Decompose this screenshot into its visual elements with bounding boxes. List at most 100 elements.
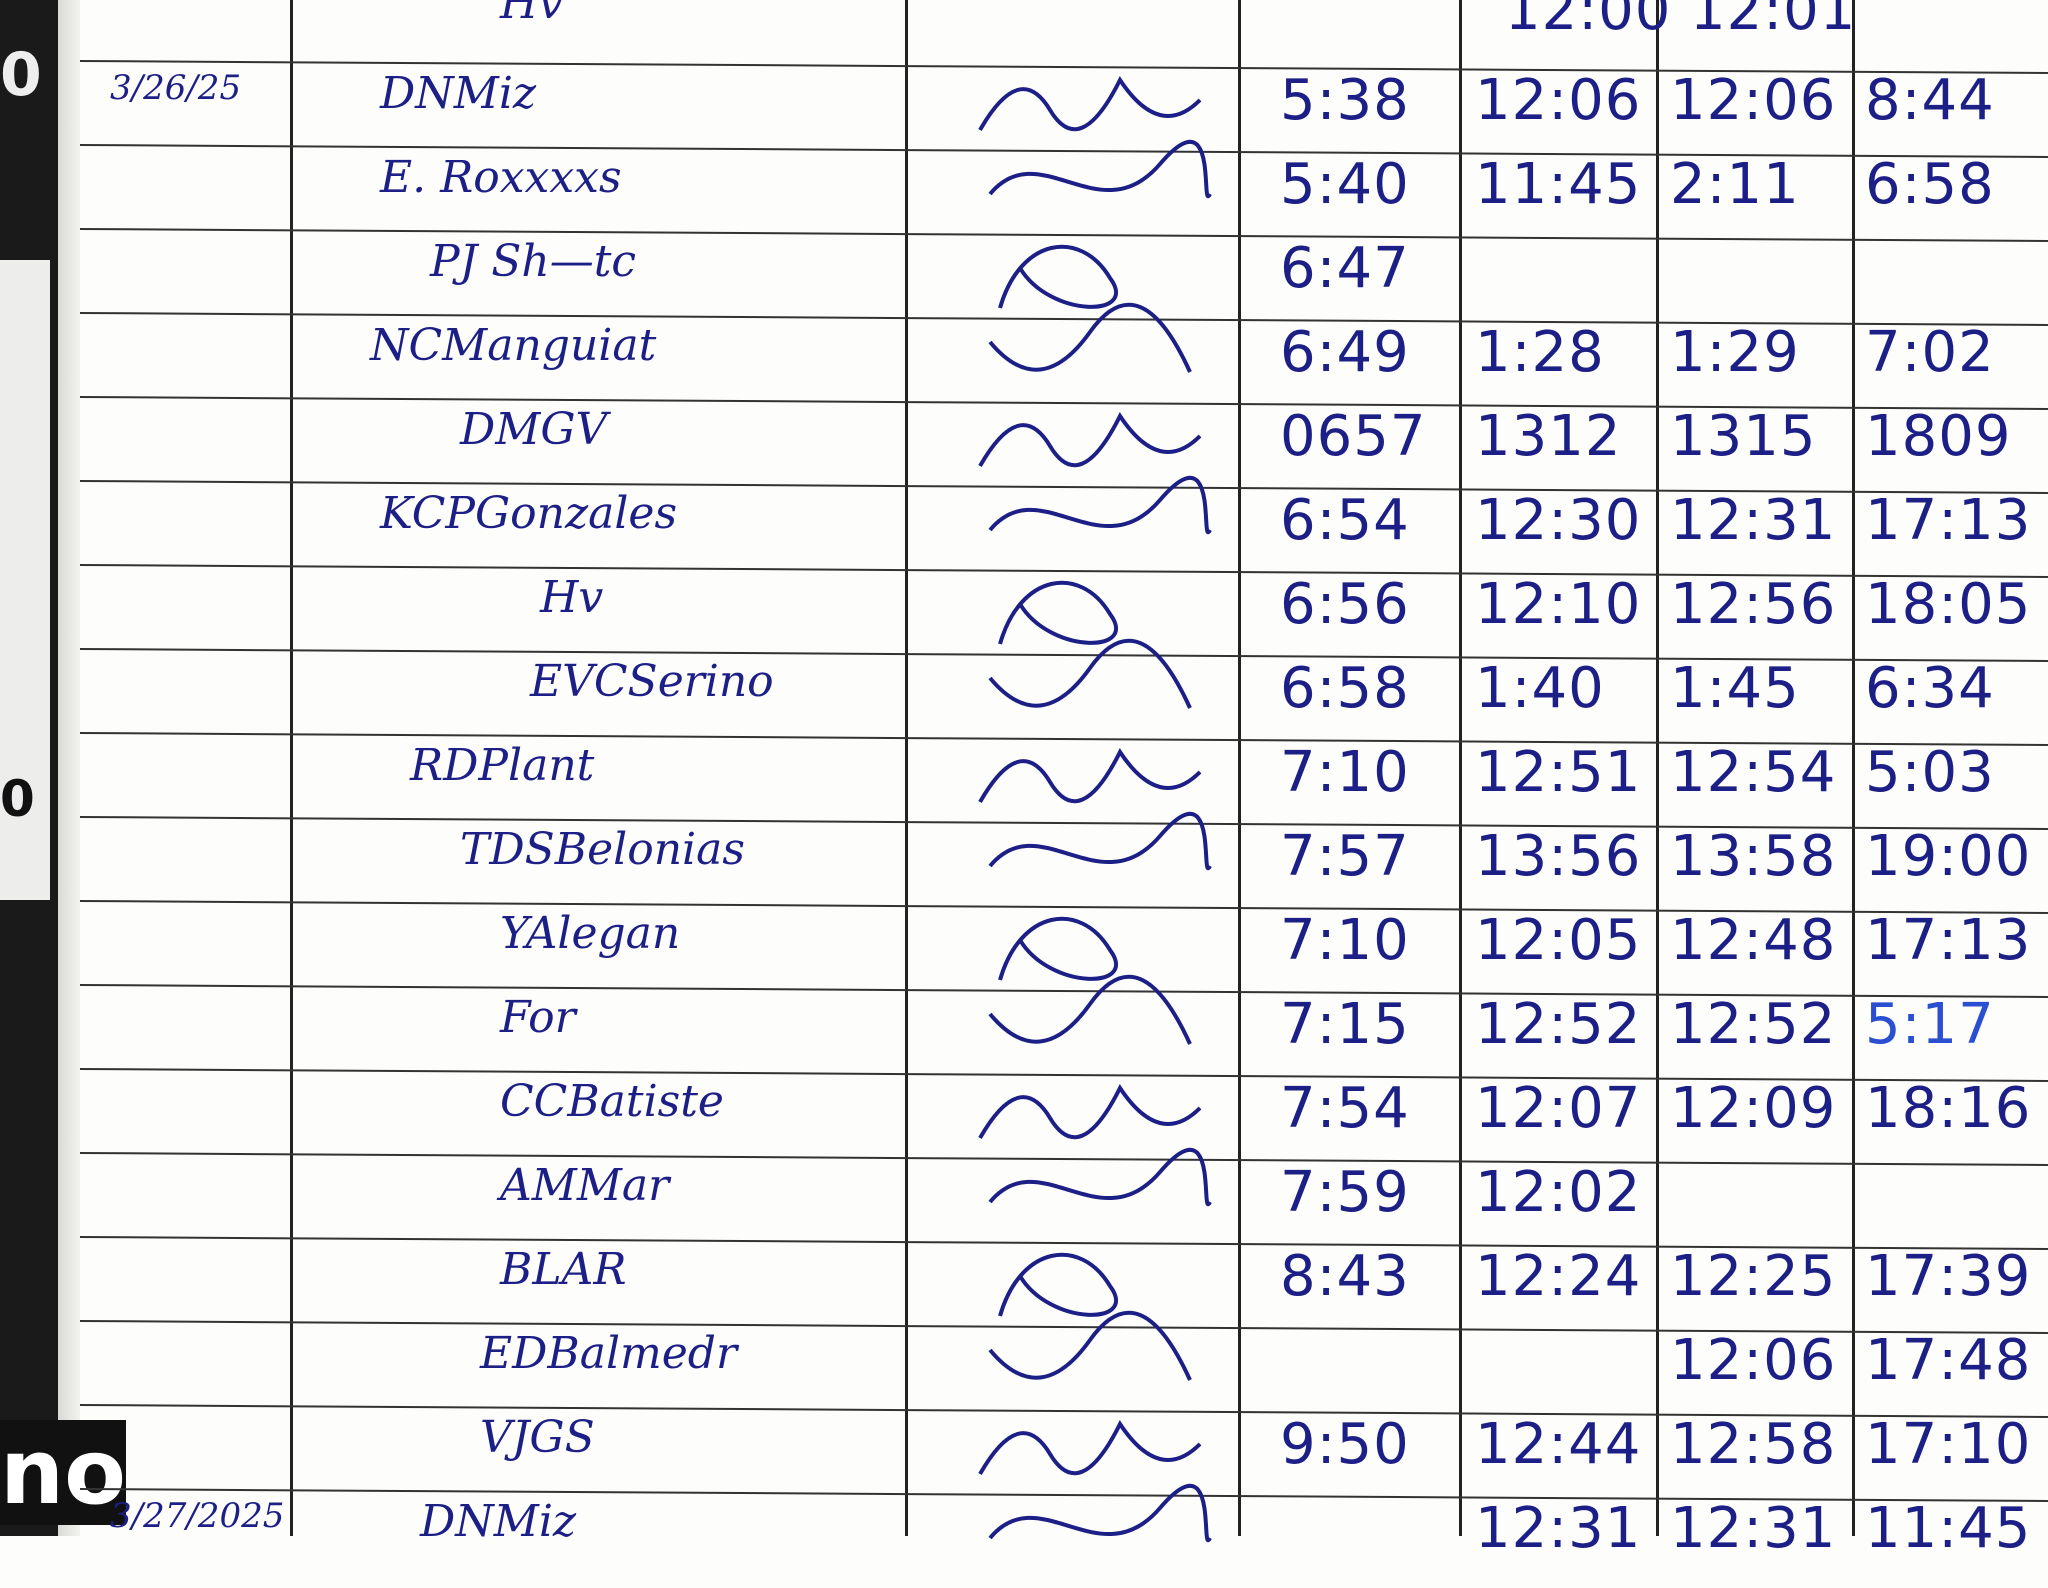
log-row: Hv 6:56 12:10 12:56 18:05 (80, 564, 2048, 648)
employee-name: EVCSerino (530, 656, 774, 707)
signature-stroke (988, 974, 1192, 1045)
lunch-out-time: 11:45 (1475, 152, 1642, 217)
lunch-out-time: 12:44 (1475, 1412, 1642, 1477)
signature-icon (988, 139, 1212, 199)
time-in: 6:54 (1280, 488, 1410, 553)
signature-stroke (988, 1483, 1212, 1543)
signature-icon (988, 638, 1192, 709)
signature-stroke (978, 1084, 1202, 1140)
time-in: 0657 (1280, 404, 1427, 469)
time-out: 18:05 (1865, 572, 2032, 637)
signature-icon (988, 475, 1212, 535)
signature-icon (998, 580, 1118, 645)
log-row: CCBatiste 7:54 12:07 12:09 18:16 (80, 1068, 2048, 1152)
lunch-in-time: 13:58 (1670, 824, 1837, 889)
employee-name: DNMiz (420, 1496, 577, 1547)
lunch-in-time: 12:31 (1670, 1496, 1837, 1561)
time-out: 18:16 (1865, 1076, 2032, 1141)
lunch-in-time: 2:11 (1670, 152, 1800, 217)
signature-stroke (988, 1147, 1212, 1207)
lunch-out-time: 12:06 (1475, 68, 1642, 133)
time-out: 17:13 (1865, 488, 2032, 553)
log-row: EVCSerino 6:58 1:40 1:45 6:34 (80, 638, 2048, 732)
employee-name: CCBatiste (500, 1076, 724, 1127)
employee-name: VJGS (480, 1412, 595, 1463)
column-divider (905, 0, 908, 1536)
column-divider (290, 0, 293, 1536)
time-out: 17:39 (1865, 1244, 2032, 1309)
signature-icon (988, 811, 1212, 871)
signature-icon (978, 412, 1202, 468)
employee-name: YAlegan (500, 908, 681, 959)
log-row: EDBalmedr 12:06 17:48 (80, 1310, 2048, 1404)
lunch-out-time: 12:31 (1475, 1496, 1642, 1561)
log-row: NCManguiat 6:49 1:28 1:29 7:02 (80, 302, 2048, 396)
signature-icon (978, 1420, 1202, 1476)
time-in: 5:40 (1280, 152, 1410, 217)
signature-stroke (988, 1310, 1192, 1381)
employee-name: Hv (500, 0, 564, 29)
signature-stroke (998, 244, 1118, 309)
edge-text: 0 (0, 40, 42, 110)
lunch-in-time: 12:52 (1670, 992, 1837, 1057)
lunch-in-time: 12:25 (1670, 1244, 1837, 1309)
lunch-in-time: 12:58 (1670, 1412, 1837, 1477)
signature-stroke (988, 638, 1192, 709)
employee-name: E. Roxxxxs (380, 152, 622, 203)
lunch-out-time: 12:24 (1475, 1244, 1642, 1309)
column-divider (1852, 0, 1855, 1536)
signature-icon (978, 1084, 1202, 1140)
time-in: 7:59 (1280, 1160, 1410, 1225)
column-divider (1459, 0, 1462, 1536)
lunch-out-time: 12:07 (1475, 1076, 1642, 1141)
log-row: BLAR 8:43 12:24 12:25 17:39 (80, 1236, 2048, 1320)
signature-stroke (978, 748, 1202, 804)
time-in: 7:54 (1280, 1076, 1410, 1141)
employee-name: BLAR (500, 1244, 627, 1295)
lunch-out-time: 13:56 (1475, 824, 1642, 889)
entry-date: 3/27/2025 (110, 1496, 285, 1536)
time-out: 1809 (1865, 404, 2012, 469)
entry-date: 3/26/25 (110, 68, 242, 108)
time-out: 6:34 (1865, 656, 1995, 721)
time-out: 17:48 (1865, 1328, 2032, 1393)
employee-name: KCPGonzales (380, 488, 678, 539)
log-row: PJ Sh—tc 6:47 (80, 228, 2048, 312)
log-row: 3/26/25 DNMiz 5:38 12:06 12:06 8:44 (80, 60, 2048, 144)
lunch-in-time: 12:01 (1690, 0, 1857, 43)
page-gutter (58, 0, 80, 1536)
lunch-out-time: 12:51 (1475, 740, 1642, 805)
edge-text: no (0, 1420, 126, 1525)
employee-name: EDBalmedr (480, 1328, 737, 1379)
employee-name: Hv (540, 572, 604, 623)
column-divider (1656, 0, 1659, 1536)
employee-name: AMMar (500, 1160, 670, 1211)
time-in: 5:38 (1280, 68, 1410, 133)
lunch-in-time: 12:56 (1670, 572, 1837, 637)
log-row-partial: Hv 12:00 12:01 (80, 0, 2048, 54)
employee-name: PJ Sh—tc (430, 236, 637, 287)
book-edge-page (0, 260, 50, 900)
lunch-in-time: 12:06 (1670, 1328, 1837, 1393)
time-out: 19:00 (1865, 824, 2032, 889)
signature-icon (978, 76, 1202, 132)
lunch-in-time: 12:31 (1670, 488, 1837, 553)
employee-name: DMGV (460, 404, 608, 455)
time-in: 6:56 (1280, 572, 1410, 637)
signature-icon (998, 244, 1118, 309)
signature-stroke (978, 76, 1202, 132)
log-row: DMGV 0657 1312 1315 1809 (80, 396, 2048, 480)
log-row: For 7:15 12:52 12:52 5:17 (80, 974, 2048, 1068)
signature-icon (988, 1310, 1192, 1381)
lunch-out-time: 12:10 (1475, 572, 1642, 637)
time-out: 5:03 (1865, 740, 1995, 805)
time-out: 7:02 (1865, 320, 1995, 385)
signature-stroke (998, 580, 1118, 645)
signature-icon (988, 1483, 1212, 1543)
log-row: 3/27/2025 DNMiz 12:31 12:31 11:45 (80, 1483, 2048, 1572)
time-out: 8:44 (1865, 68, 1995, 133)
lunch-in-time: 12:06 (1670, 68, 1837, 133)
employee-name: RDPlant (410, 740, 595, 791)
signature-icon (998, 916, 1118, 981)
signature-stroke (988, 475, 1212, 535)
